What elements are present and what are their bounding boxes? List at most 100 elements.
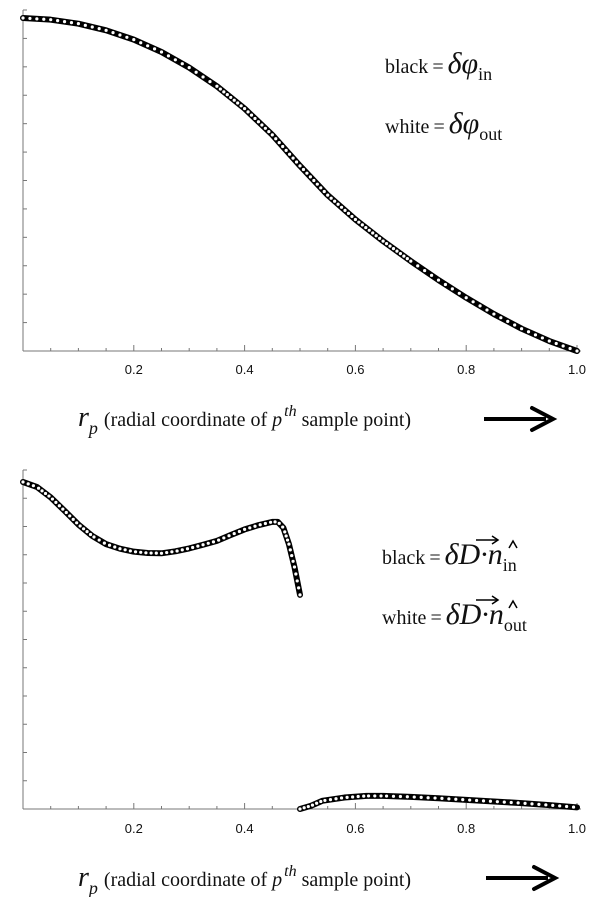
- series-white-point: [133, 550, 138, 554]
- chart-bottom-x-tick-labels: 0.2 0.4 0.6 0.8 1.0: [125, 821, 586, 836]
- series-white-point: [170, 550, 174, 554]
- series-white-point: [54, 500, 58, 504]
- series-white-point: [273, 520, 277, 524]
- series-white-point: [301, 167, 306, 172]
- series-white-point: [149, 551, 153, 555]
- series-white-point: [412, 795, 416, 799]
- series-white-point: [227, 534, 231, 538]
- series-white-point: [215, 84, 219, 88]
- series-black-line: [20, 479, 303, 598]
- series-white-point: [323, 798, 327, 803]
- series-white-point: [391, 794, 396, 798]
- series-white-point: [28, 16, 32, 21]
- series-white-point: [191, 545, 195, 550]
- series-white-point: [568, 346, 572, 351]
- series-black-line: [20, 15, 580, 354]
- series-white-point: [409, 259, 413, 263]
- series-white-point: [283, 530, 287, 534]
- series-white-point: [457, 291, 461, 295]
- series-white-point: [196, 544, 200, 548]
- series-white-point: [499, 316, 503, 320]
- series-white-point: [281, 144, 285, 149]
- series-white-point: [551, 803, 555, 807]
- series-white-point: [298, 164, 302, 168]
- series-white-point: [464, 296, 468, 300]
- chart-top-axes: [22, 9, 581, 352]
- series-white-point: [506, 319, 510, 323]
- series-white-point: [222, 536, 226, 540]
- series-white-point: [350, 214, 354, 219]
- series-white-point: [315, 182, 319, 186]
- series-white-point: [118, 547, 122, 551]
- series-white-point: [180, 62, 184, 66]
- chart-top: 0.2 0.4 0.6 0.8 1.0 black = δφin white = δφout r…: [20, 9, 586, 438]
- series-white-point: [461, 798, 465, 802]
- series-white-point: [319, 799, 323, 804]
- series-white-point: [447, 797, 451, 801]
- series-white-point: [356, 794, 360, 799]
- series-white-point: [97, 27, 101, 31]
- series-white-point: [248, 526, 252, 530]
- series-white-point: [334, 797, 338, 801]
- series-white-point: [232, 531, 236, 536]
- series-white-point: [554, 341, 558, 346]
- series-white-point: [43, 491, 48, 496]
- series-white-point: [31, 484, 35, 488]
- series-white-point: [274, 137, 278, 141]
- series-white-point: [35, 17, 39, 21]
- series-white-point: [450, 287, 454, 291]
- x-tick-label: 0.2: [125, 821, 143, 836]
- series-white-point: [159, 551, 164, 555]
- series-white-point: [144, 551, 148, 555]
- series-white-point: [166, 54, 171, 58]
- series-white-point: [290, 553, 294, 558]
- series-white-point: [139, 41, 143, 45]
- series-white-point: [61, 507, 65, 511]
- series-white-point: [398, 252, 403, 256]
- series-white-point: [329, 196, 333, 200]
- series-white-point: [152, 47, 157, 51]
- series-white-point: [21, 16, 25, 20]
- series-white-point: [294, 160, 299, 164]
- series-white-point: [97, 538, 101, 542]
- series-white-point: [68, 514, 72, 518]
- series-white-point: [379, 794, 383, 798]
- series-white-point: [495, 800, 499, 804]
- series-white-point: [81, 527, 86, 531]
- series-white-point: [297, 586, 301, 590]
- series-white-point: [502, 800, 506, 804]
- series-white-point: [57, 504, 61, 508]
- series-white-point: [21, 480, 25, 484]
- series-white-point: [416, 264, 420, 268]
- series-white-point: [285, 538, 290, 542]
- series-white-point: [187, 66, 191, 70]
- series-white-point: [306, 804, 310, 809]
- series-white-point: [288, 152, 292, 156]
- chart-bottom-series: [20, 479, 580, 812]
- series-white-point: [440, 796, 444, 801]
- x-tick-label: 0.4: [236, 362, 254, 377]
- series-white-point: [423, 268, 427, 273]
- series-white-point: [294, 572, 298, 576]
- series-white-point: [113, 545, 117, 549]
- series-white-point: [236, 101, 240, 105]
- chart-top-x-tick-labels: 0.2 0.4 0.6 0.8 1.0: [125, 362, 586, 377]
- series-white-point: [565, 804, 569, 809]
- chart-top-legend: black = δφin white = δφout: [385, 47, 502, 144]
- series-white-point: [366, 794, 371, 798]
- series-white-point: [436, 278, 441, 282]
- x-tick-label: 1.0: [568, 362, 586, 377]
- series-white-point: [333, 199, 337, 203]
- chart-bottom-legend: black = δD·nin white = δD·nout: [382, 535, 527, 635]
- series-white-point: [49, 18, 53, 22]
- series-white-point: [225, 93, 229, 97]
- series-white-point: [88, 532, 93, 537]
- series-white-point: [281, 525, 285, 529]
- series-white-point: [426, 796, 430, 800]
- chart-top-series: [20, 15, 580, 354]
- series-white-point: [474, 798, 479, 803]
- series-white-point: [367, 228, 371, 232]
- series-white-point: [85, 530, 89, 534]
- series-white-point: [526, 330, 531, 334]
